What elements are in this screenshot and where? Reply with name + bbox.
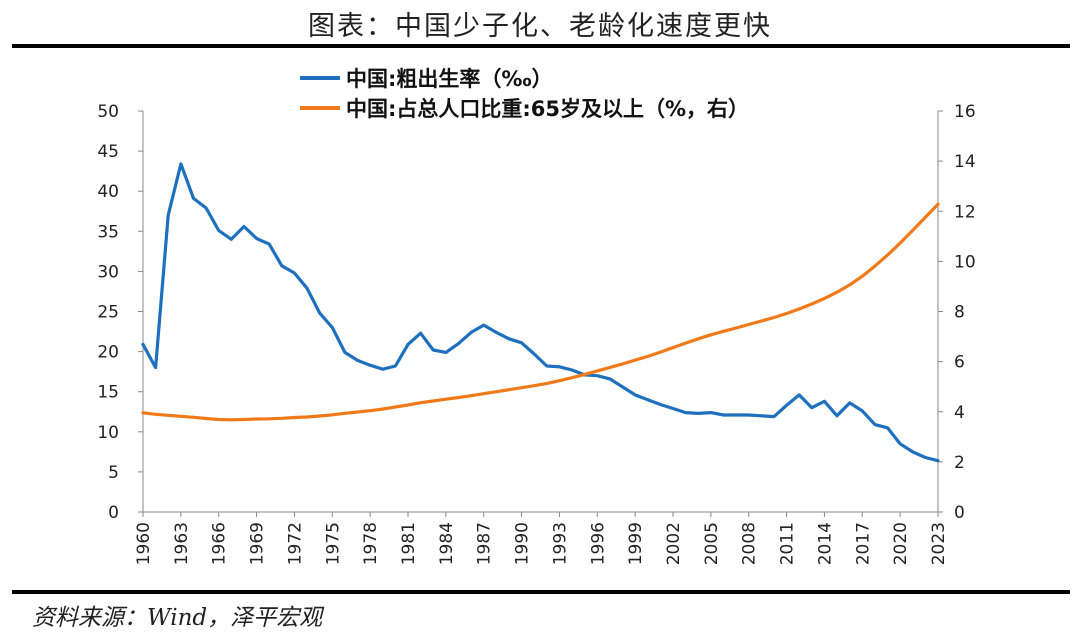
x-tick-label: 1999 (626, 522, 646, 565)
x-tick-label: 1987 (475, 522, 495, 565)
x-tick-label: 1960 (134, 522, 154, 565)
right-tick-label: 0 (954, 503, 965, 523)
left-tick-label: 5 (108, 463, 119, 483)
right-tick-label: 14 (954, 152, 976, 172)
x-tick-label: 1975 (323, 522, 343, 565)
right-tick-label: 16 (954, 102, 976, 122)
left-tick-label: 35 (97, 222, 119, 242)
x-tick-label: 2017 (853, 522, 873, 565)
legend: 中国:粗出生率（‰） 中国:占总人口比重:65岁及以上（%，右） (300, 67, 749, 121)
right-tick-label: 12 (954, 202, 976, 222)
x-tick-label: 1969 (248, 522, 268, 565)
x-tick-label: 2014 (815, 522, 835, 565)
left-tick-label: 15 (97, 383, 119, 403)
x-tick-label: 1990 (513, 522, 533, 565)
left-tick-label: 50 (97, 102, 119, 122)
x-tick-label: 1963 (172, 522, 192, 565)
x-tick-label: 1996 (588, 522, 608, 565)
x-tick-label: 2008 (740, 522, 760, 565)
left-tick-label: 20 (97, 343, 119, 363)
right-tick-label: 6 (954, 353, 965, 373)
source-note: 资料来源：Wind，泽平宏观 (32, 605, 323, 631)
left-tick-label: 45 (97, 142, 119, 162)
x-tick-label: 2011 (778, 522, 798, 565)
x-tick-label: 2002 (664, 522, 684, 565)
left-tick-label: 0 (108, 503, 119, 523)
x-tick-label: 2023 (929, 522, 949, 565)
right-tick-label: 4 (954, 403, 965, 423)
right-tick-label: 8 (954, 303, 965, 323)
chart-title: 图表：中国少子化、老龄化速度更快 (308, 11, 772, 42)
series-line-aging-rate (141, 202, 940, 422)
x-tick-label: 1978 (361, 522, 381, 565)
left-tick-label: 10 (97, 423, 119, 443)
series-layer (141, 162, 940, 463)
x-tick-label: 2005 (702, 522, 722, 565)
series-line-birth-rate (141, 162, 940, 463)
footer-rule (12, 590, 1070, 594)
axis-ticks: 0 5 10 15 20 25 30 35 40 45 50 0 2 4 6 8 10 12 14 16 1960 196… (97, 102, 975, 565)
left-tick-label: 30 (97, 262, 119, 282)
legend-label-aging-rate: 中国:占总人口比重:65岁及以上（%，右） (346, 97, 749, 121)
title-rule (12, 44, 1070, 48)
left-tick-label: 40 (97, 182, 119, 202)
x-tick-label: 1972 (285, 522, 305, 565)
x-tick-label: 1984 (437, 522, 457, 565)
x-tick-label: 1993 (550, 522, 570, 565)
x-tick-label: 2020 (891, 522, 911, 565)
x-tick-label: 1981 (399, 522, 419, 565)
left-tick-label: 25 (97, 303, 119, 323)
right-tick-label: 10 (954, 252, 976, 272)
legend-label-birth-rate: 中国:粗出生率（‰） (346, 67, 553, 91)
x-tick-label: 1966 (210, 522, 230, 565)
right-tick-label: 2 (954, 453, 965, 473)
axes (142, 111, 939, 513)
